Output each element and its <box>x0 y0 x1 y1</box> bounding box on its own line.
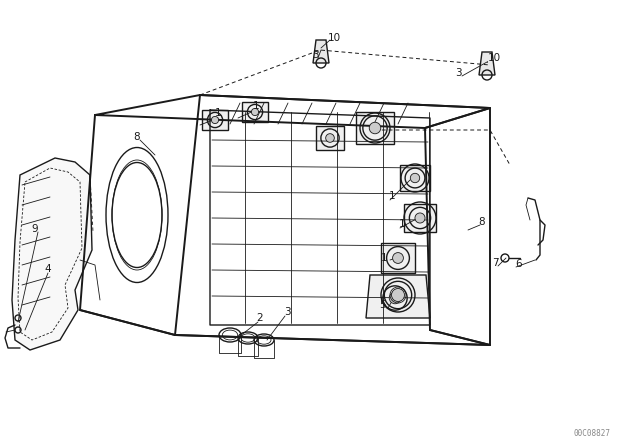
Text: 00C08827: 00C08827 <box>573 429 610 438</box>
Circle shape <box>392 253 403 263</box>
Text: 5: 5 <box>380 300 387 310</box>
Polygon shape <box>366 275 430 318</box>
Polygon shape <box>404 204 436 232</box>
Circle shape <box>389 292 401 304</box>
Text: 1: 1 <box>214 108 221 118</box>
Text: 3: 3 <box>312 50 318 60</box>
Circle shape <box>410 173 420 183</box>
Circle shape <box>211 116 219 124</box>
Text: 4: 4 <box>45 264 51 274</box>
Text: 2: 2 <box>257 313 263 323</box>
Text: 10: 10 <box>488 53 500 63</box>
Polygon shape <box>381 243 415 273</box>
Text: 6: 6 <box>516 259 522 269</box>
Polygon shape <box>377 282 413 314</box>
Polygon shape <box>356 112 394 144</box>
Circle shape <box>415 213 425 223</box>
Text: 8: 8 <box>134 132 140 142</box>
Circle shape <box>392 289 404 302</box>
Text: 1: 1 <box>381 253 387 263</box>
Circle shape <box>326 134 334 142</box>
Polygon shape <box>12 158 92 350</box>
Text: 8: 8 <box>479 217 485 227</box>
Polygon shape <box>316 126 344 150</box>
Circle shape <box>369 122 381 134</box>
Text: 1: 1 <box>253 101 259 111</box>
Text: 10: 10 <box>328 33 340 43</box>
Circle shape <box>252 108 259 116</box>
Text: 1: 1 <box>388 191 396 201</box>
Polygon shape <box>400 165 430 191</box>
Polygon shape <box>202 110 228 130</box>
Text: 9: 9 <box>32 224 38 234</box>
Polygon shape <box>242 102 268 122</box>
Text: 3: 3 <box>284 307 291 317</box>
Text: 7: 7 <box>492 258 499 268</box>
Polygon shape <box>377 277 419 313</box>
Text: 1: 1 <box>399 219 405 229</box>
Polygon shape <box>479 52 495 75</box>
Polygon shape <box>313 40 329 63</box>
Text: 3: 3 <box>454 68 461 78</box>
